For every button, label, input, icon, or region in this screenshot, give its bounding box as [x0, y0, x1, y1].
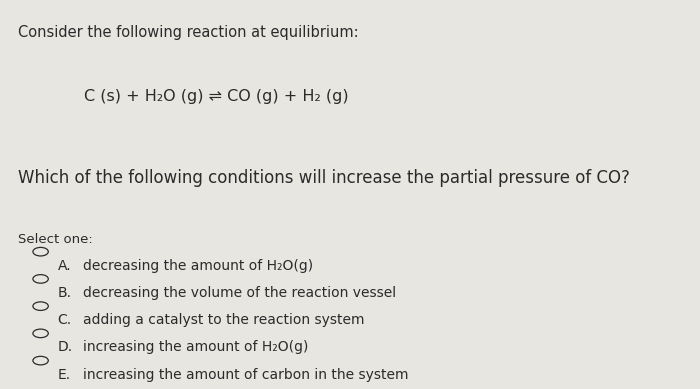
Text: E.: E.: [57, 368, 71, 382]
Text: Which of the following conditions will increase the partial pressure of CO?: Which of the following conditions will i…: [18, 169, 629, 187]
Text: adding a catalyst to the reaction system: adding a catalyst to the reaction system: [83, 313, 364, 327]
Text: increasing the amount of carbon in the system: increasing the amount of carbon in the s…: [83, 368, 408, 382]
Text: C.: C.: [57, 313, 71, 327]
Text: decreasing the volume of the reaction vessel: decreasing the volume of the reaction ve…: [83, 286, 396, 300]
Text: Select one:: Select one:: [18, 233, 92, 246]
Text: Consider the following reaction at equilibrium:: Consider the following reaction at equil…: [18, 25, 358, 40]
Text: B.: B.: [57, 286, 71, 300]
Text: increasing the amount of H₂O(g): increasing the amount of H₂O(g): [83, 340, 308, 354]
Text: decreasing the amount of H₂O(g): decreasing the amount of H₂O(g): [83, 259, 313, 273]
Text: C (s) + H₂O (g) ⇌ CO (g) + H₂ (g): C (s) + H₂O (g) ⇌ CO (g) + H₂ (g): [84, 89, 349, 105]
Text: D.: D.: [57, 340, 73, 354]
Text: A.: A.: [57, 259, 71, 273]
